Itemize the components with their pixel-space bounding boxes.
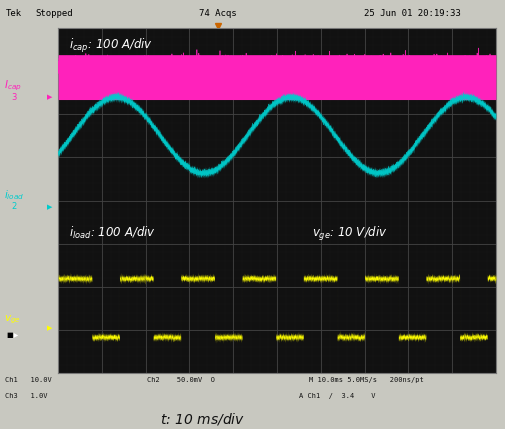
Text: Stopped: Stopped (35, 9, 73, 18)
Text: ▶: ▶ (14, 333, 18, 338)
Text: $i_{load}$: $i_{load}$ (4, 188, 24, 202)
Text: Ch1   10.0V: Ch1 10.0V (5, 377, 52, 383)
Text: ■: ■ (6, 332, 13, 338)
Text: $I_{cap}$: $I_{cap}$ (4, 79, 22, 93)
Text: ▶: ▶ (47, 204, 52, 210)
Text: Ch2    50.0mV  O: Ch2 50.0mV O (146, 377, 214, 383)
Text: $v_{ge}$: $v_{ge}$ (4, 314, 21, 326)
Text: Tek: Tek (6, 9, 22, 18)
Text: ▶: ▶ (47, 325, 52, 331)
Text: M 10.0ms 5.0MS/s   200ns/pt: M 10.0ms 5.0MS/s 200ns/pt (308, 377, 423, 383)
Text: $i_{cap}$: 100 A/div: $i_{cap}$: 100 A/div (69, 36, 153, 54)
Text: 2: 2 (11, 202, 16, 211)
Text: A Ch1  /  3.4    V: A Ch1 / 3.4 V (298, 393, 374, 399)
Text: Ch3   1.0V: Ch3 1.0V (5, 393, 47, 399)
Text: $t$: 10 ms/div: $t$: 10 ms/div (160, 411, 244, 427)
Text: 3: 3 (11, 93, 17, 102)
Text: $v_{ge}$: 10 V/div: $v_{ge}$: 10 V/div (312, 225, 387, 243)
Text: 25 Jun 01 20:19:33: 25 Jun 01 20:19:33 (364, 9, 460, 18)
Text: 74 Acqs: 74 Acqs (198, 9, 236, 18)
Text: $i_{load}$: 100 A/div: $i_{load}$: 100 A/div (69, 225, 156, 241)
Text: ▶: ▶ (47, 94, 52, 100)
